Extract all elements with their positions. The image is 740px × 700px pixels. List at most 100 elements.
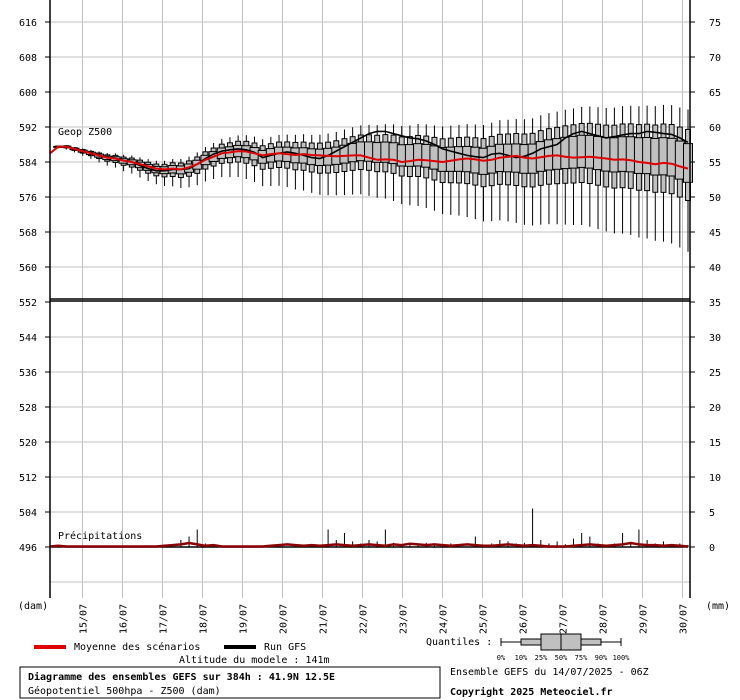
quantile-tick-label: 100% <box>613 654 631 662</box>
quantile-tick-label: 25% <box>535 654 548 662</box>
x-tick-label: 17/07 <box>159 604 170 634</box>
z500-box <box>413 143 424 167</box>
right-tick-label: 25 <box>709 368 721 379</box>
z500-box <box>658 137 669 176</box>
right-tick-label: 50 <box>709 193 721 204</box>
left-tick-label: 504 <box>19 508 37 519</box>
z500-box <box>666 137 677 177</box>
right-tick-label: 45 <box>709 228 721 239</box>
chart-title: Diagramme des ensembles GEFS sur 384h : … <box>28 671 335 683</box>
left-tick-label: 616 <box>19 18 37 29</box>
left-tick-label: 528 <box>19 403 37 414</box>
x-tick-label: 20/07 <box>279 604 290 634</box>
z500-box <box>650 137 661 176</box>
x-tick-label: 23/07 <box>399 604 410 634</box>
quantile-legend-box <box>500 633 622 651</box>
x-tick-label: 30/07 <box>679 604 690 634</box>
left-tick-label: 560 <box>19 263 37 274</box>
x-tick-label: 24/07 <box>439 604 450 634</box>
x-tick-label: 26/07 <box>519 604 530 634</box>
chart-subtitle: Géopotentiel 500hpa - Z500 (dam) <box>28 685 221 697</box>
right-tick-label: 40 <box>709 263 721 274</box>
right-tick-label: 10 <box>709 473 721 484</box>
quantile-tick-label: 50% <box>555 654 568 662</box>
x-tick-label: 22/07 <box>359 604 370 634</box>
legend-gfs-label: Run GFS <box>264 642 306 653</box>
right-unit: (mm) <box>706 601 730 612</box>
left-tick-label: 568 <box>19 228 37 239</box>
z500-box <box>642 136 653 175</box>
z500-box <box>633 137 644 174</box>
x-tick-label: 15/07 <box>79 604 90 634</box>
right-tick-label: 20 <box>709 403 721 414</box>
x-tick-label: 29/07 <box>639 604 650 634</box>
z500-box <box>421 143 432 168</box>
left-tick-label: 512 <box>19 473 37 484</box>
right-tick-label: 65 <box>709 88 721 99</box>
z500-panel-label: Geop Z500 <box>58 127 112 138</box>
ensemble-mean-line <box>49 145 689 171</box>
x-tick-label: 16/07 <box>119 604 130 634</box>
z500-box <box>576 134 587 168</box>
legend-mean-label: Moyenne des scénarios <box>74 641 200 653</box>
altitude-text: Altitude du modele : 141m <box>179 655 330 666</box>
z500-box <box>617 136 628 172</box>
z500-box <box>404 144 415 167</box>
x-tick-label: 21/07 <box>319 604 330 634</box>
quantiles-label: Quantiles : <box>426 637 492 648</box>
precip-mean-line <box>49 541 689 548</box>
quantile-ticks: 0% 10% 25% 50% 75% 90% 100% <box>497 654 630 662</box>
z500-box <box>609 137 620 173</box>
quantile-tick-label: 90% <box>595 654 608 662</box>
quantile-tick-label: 10% <box>515 654 528 662</box>
title-box <box>19 666 441 699</box>
right-tick-label: 30 <box>709 333 721 344</box>
z500-box <box>552 138 563 170</box>
series-lines <box>49 130 689 172</box>
left-tick-label: 496 <box>19 543 37 554</box>
x-tick-label: 27/07 <box>559 604 570 634</box>
right-tick-label: 55 <box>709 158 721 169</box>
precip-panel-label: Précipitations <box>58 530 142 542</box>
right-tick-label: 5 <box>709 508 715 519</box>
z500-box <box>593 135 604 171</box>
right-tick-label: 35 <box>709 298 721 309</box>
z500-box <box>560 136 571 170</box>
z500-box <box>437 147 448 172</box>
precip-marks <box>49 508 689 548</box>
z500-box <box>355 141 366 162</box>
left-tick-label: 544 <box>19 333 37 344</box>
x-tick-label: 28/07 <box>599 604 610 634</box>
right-tick-label: 75 <box>709 18 721 29</box>
z500-box <box>347 142 358 163</box>
right-tick-label: 0 <box>709 543 715 554</box>
left-tick-label: 520 <box>19 438 37 449</box>
right-tick-label: 70 <box>709 53 721 64</box>
left-tick-label: 552 <box>19 298 37 309</box>
left-unit: (dam) <box>18 601 48 612</box>
quantile-tick-label: 0% <box>497 654 506 662</box>
z500-box <box>601 137 612 172</box>
z500-box <box>683 143 693 183</box>
run-info: Ensemble GEFS du 14/07/2025 - 06Z <box>450 667 649 678</box>
right-tick-label: 60 <box>709 123 721 134</box>
left-tick-label: 608 <box>19 53 37 64</box>
quantile-tick-label: 75% <box>575 654 588 662</box>
left-tick-label: 584 <box>19 158 37 169</box>
left-tick-label: 576 <box>19 193 37 204</box>
left-tick-label: 592 <box>19 123 37 134</box>
z500-box <box>674 140 685 180</box>
right-tick-label: 15 <box>709 438 721 449</box>
gfs-run-line <box>49 130 689 172</box>
left-tick-label: 536 <box>19 368 37 379</box>
z500-box <box>625 136 636 173</box>
copyright: Copyright 2025 Meteociel.fr <box>450 686 613 698</box>
left-tick-label: 600 <box>19 88 37 99</box>
z500-box <box>568 135 579 169</box>
z500-box <box>429 145 440 170</box>
axes: 6166086005925845765685605525445365285205… <box>19 0 721 634</box>
z500-box <box>584 134 595 169</box>
x-tick-label: 19/07 <box>239 604 250 634</box>
x-tick-label: 18/07 <box>199 604 210 634</box>
